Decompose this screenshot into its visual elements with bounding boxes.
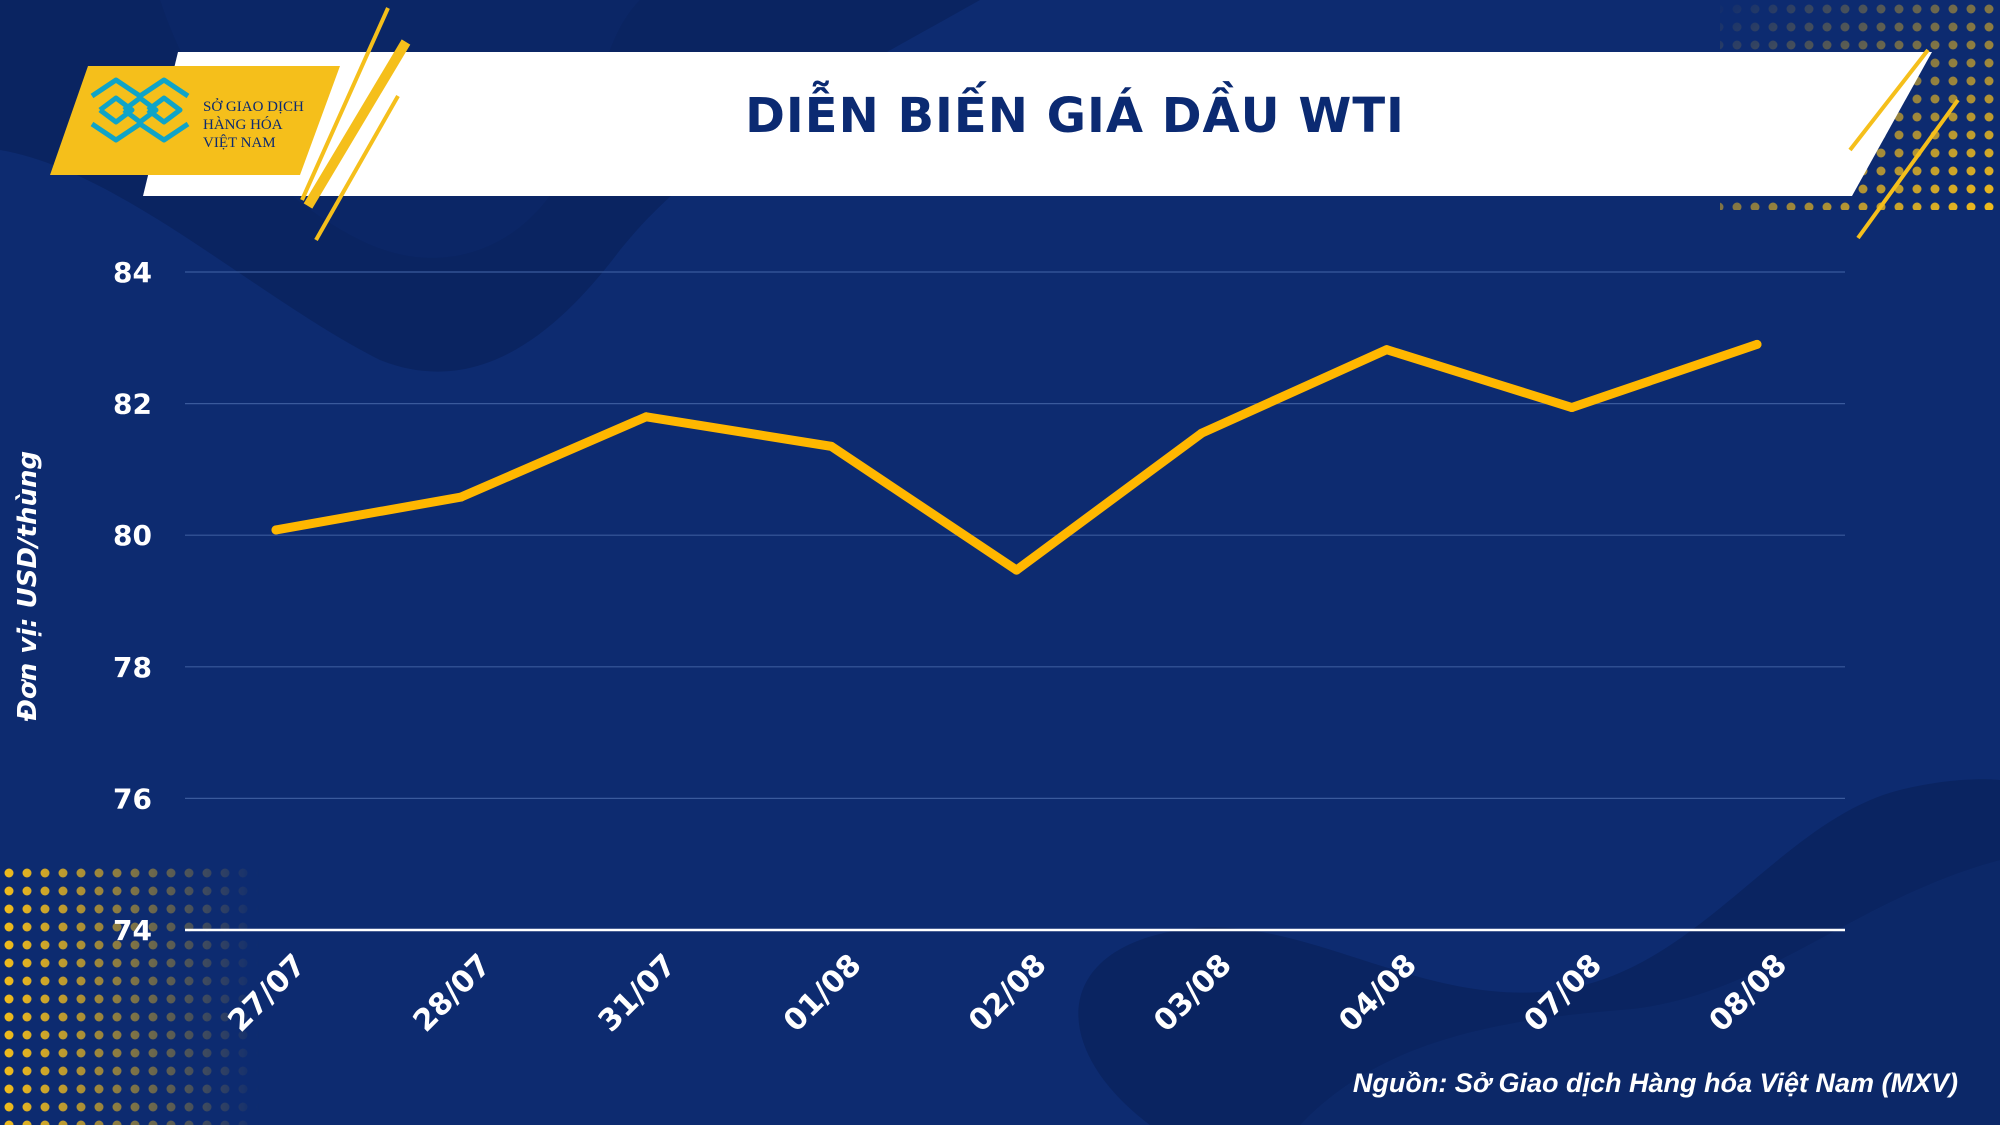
x-tick-label: 28/07: [407, 948, 499, 1040]
source-note: Nguồn: Sở Giao dịch Hàng hóa Việt Nam (M…: [1352, 1068, 1958, 1098]
page-title: DIỄN BIẾN GIÁ DẦU WTI: [745, 88, 1405, 144]
data-point: [641, 412, 651, 422]
x-tick-label: 31/07: [592, 948, 684, 1040]
data-point: [271, 525, 281, 535]
y-tick-label: 74: [113, 914, 152, 947]
y-tick-label: 78: [113, 651, 152, 684]
x-tick-label: 07/08: [1517, 948, 1609, 1040]
x-tick-label: 27/07: [222, 948, 314, 1040]
exchange-logo-icon: [90, 77, 190, 143]
series-line: [271, 339, 1762, 575]
x-tick-label: 08/08: [1703, 948, 1795, 1040]
x-tick-label: 04/08: [1332, 948, 1424, 1040]
y-tick-label: 82: [113, 388, 152, 421]
x-tick-label: 03/08: [1147, 948, 1239, 1040]
title-banner: [50, 7, 1960, 241]
y-tick-label: 80: [113, 519, 152, 552]
series-group: [271, 339, 1762, 575]
x-tick-label: 02/08: [962, 948, 1054, 1040]
data-point: [1012, 565, 1021, 575]
logo-wordmark: SỞ GIAO DỊCH HÀNG HÓA VIỆT NAM: [203, 98, 333, 152]
y-tick-label: 84: [113, 256, 152, 289]
logo-line-3: VIỆT NAM: [203, 135, 276, 151]
y-axis-label: Đơn vị: USD/thùng: [13, 450, 43, 722]
data-point: [1197, 428, 1207, 438]
x-axis-ticks: 27/07 28/07 31/07 01/08 02/08 03/08 04/08 07/08…: [222, 948, 1795, 1040]
gridlines: [185, 271, 1845, 932]
data-point: [1382, 345, 1392, 355]
data-point: [456, 492, 466, 502]
x-tick-label: 01/08: [777, 948, 869, 1040]
data-point: [1752, 339, 1762, 349]
data-point: [826, 441, 836, 451]
data-point: [1567, 403, 1577, 413]
y-tick-label: 76: [113, 782, 152, 815]
logo-line-1: SỞ GIAO DỊCH: [203, 99, 304, 115]
y-axis-ticks: 74 76 78 80 82 84: [113, 256, 152, 947]
logo-line-2: HÀNG HÓA: [203, 117, 283, 133]
